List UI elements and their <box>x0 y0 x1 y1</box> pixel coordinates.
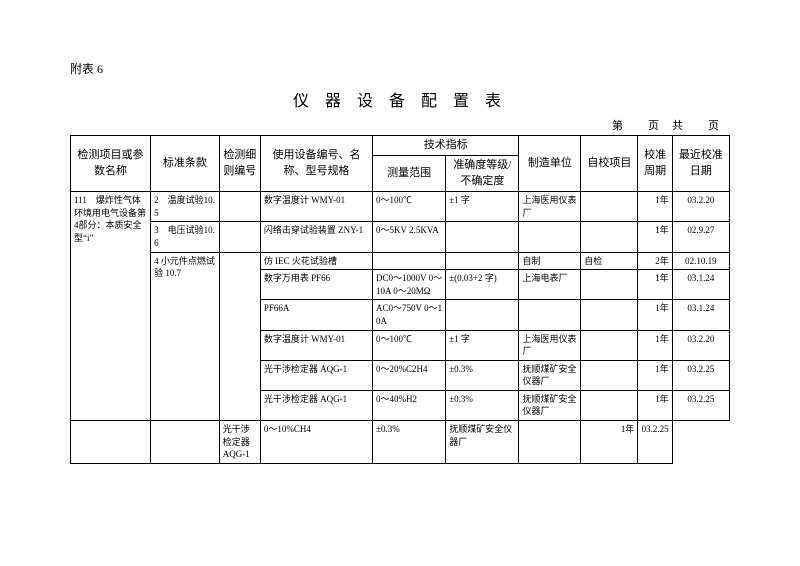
cell-equip: 仿 IEC 火花试验槽 <box>260 252 372 270</box>
cell-acc: ±1 字 <box>446 192 519 222</box>
cell-date: 03.2.20 <box>672 330 729 360</box>
cell-detail <box>219 192 260 222</box>
cell-equip: 数字万用表 PF66 <box>260 270 372 300</box>
cell-self: 自检 <box>581 252 638 270</box>
cell-mfr: 抚顺煤矿安全仪器厂 <box>519 390 581 420</box>
cell-date: 03.1.24 <box>672 300 729 330</box>
cell-date: 03.2.25 <box>638 421 672 464</box>
config-table: 检测项目或参数名称 标准条款 检测细则编号 使用设备编号、名称、型号规格 技术指… <box>70 135 730 464</box>
cell-acc: ±0.3% <box>446 360 519 390</box>
th-equip: 使用设备编号、名称、型号规格 <box>260 136 372 192</box>
th-self: 自校项目 <box>581 136 638 192</box>
cell-equip: 数字温度计 WMY-01 <box>260 192 372 222</box>
cell-date: 02.10.19 <box>672 252 729 270</box>
cell-range: 0～5KV 2.5KVA <box>373 222 446 252</box>
cell-mfr: 上海医用仪表厂 <box>519 330 581 360</box>
th-detail: 检测细则编号 <box>219 136 260 192</box>
table-row: 光干涉检定器 AQG-1 0～10%CH4 ±0.3% 抚顺煤矿安全仪器厂 1年… <box>71 421 730 464</box>
cell-period: 1年 <box>638 192 672 222</box>
cell-date: 02.9.27 <box>672 222 729 252</box>
cell-self <box>581 222 638 252</box>
cell-period: 1年 <box>638 360 672 390</box>
cell-acc <box>446 300 519 330</box>
cell-self <box>581 390 638 420</box>
th-acc: 准确度等级/不确定度 <box>446 156 519 192</box>
cell-equip: 光干涉检定器 AQG-1 <box>260 390 372 420</box>
cell-self <box>519 421 581 464</box>
cell-acc: ±(0.03+2 字) <box>446 270 519 300</box>
cell-range: DC0～1000V 0～10A 0～20MΩ <box>373 270 446 300</box>
cell-std: 3 电压试验10.6 <box>151 222 220 252</box>
th-tech: 技术指标 <box>373 136 519 156</box>
cell-period: 1年 <box>638 222 672 252</box>
cell-equip: PF66A <box>260 300 372 330</box>
cell-self <box>581 270 638 300</box>
page-number-line: 第 页 共 页 <box>70 117 730 133</box>
cell-range <box>373 252 446 270</box>
cell-acc: ±0.3% <box>373 421 446 464</box>
cell-range: 0～100℃ <box>373 330 446 360</box>
cell-period: 2年 <box>638 252 672 270</box>
th-std: 标准条款 <box>151 136 220 192</box>
cell-period: 1年 <box>638 270 672 300</box>
table-row: 4 小元件点燃试验 10.7 仿 IEC 火花试验槽 自制 自检 2年 02.1… <box>71 252 730 270</box>
cell-mfr <box>519 222 581 252</box>
cell-equip: 光干涉检定器 AQG-1 <box>219 421 260 464</box>
th-mfr: 制造单位 <box>519 136 581 192</box>
cell-self <box>581 330 638 360</box>
cell-detail <box>151 421 220 464</box>
cell-mfr: 抚顺煤矿安全仪器厂 <box>519 360 581 390</box>
header-row-1: 检测项目或参数名称 标准条款 检测细则编号 使用设备编号、名称、型号规格 技术指… <box>71 136 730 156</box>
cell-period: 1年 <box>638 390 672 420</box>
cell-date: 03.2.25 <box>672 360 729 390</box>
cell-std: 4 小元件点燃试验 10.7 <box>151 252 220 421</box>
cell-range: 0～20%C2H4 <box>373 360 446 390</box>
cell-date: 03.2.20 <box>672 192 729 222</box>
cell-period: 1年 <box>581 421 638 464</box>
page-title: 仪 器 设 备 配 置 表 <box>70 87 730 111</box>
cell-period: 1年 <box>638 300 672 330</box>
cell-self <box>581 360 638 390</box>
cell-mfr: 自制 <box>519 252 581 270</box>
th-period: 校准周期 <box>638 136 672 192</box>
cell-self <box>581 192 638 222</box>
cell-period: 1年 <box>638 330 672 360</box>
cell-detail <box>219 252 260 421</box>
table-row: 3 电压试验10.6 闪络击穿试验装置 ZNY-1 0～5KV 2.5KVA 1… <box>71 222 730 252</box>
cell-detail <box>219 222 260 252</box>
cell-range: AC0～750V 0～10A <box>373 300 446 330</box>
cell-acc <box>446 252 519 270</box>
cell-range: 0～100℃ <box>373 192 446 222</box>
cell-date: 03.2.25 <box>672 390 729 420</box>
cell-acc: ±1 字 <box>446 330 519 360</box>
cell-mfr: 上海电表厂 <box>519 270 581 300</box>
cell-std <box>71 421 151 464</box>
cell-range: 0～10%CH4 <box>260 421 372 464</box>
th-date: 最近校准日期 <box>672 136 729 192</box>
cell-mfr <box>519 300 581 330</box>
cell-date: 03.1.24 <box>672 270 729 300</box>
cell-equip: 数字温度计 WMY-01 <box>260 330 372 360</box>
th-item: 检测项目或参数名称 <box>71 136 151 192</box>
cell-range: 0～40%H2 <box>373 390 446 420</box>
appendix-label: 附表 6 <box>70 60 730 77</box>
cell-equip: 闪络击穿试验装置 ZNY-1 <box>260 222 372 252</box>
table-row: 111 爆炸性气体环境用电气设备第4部分：本质安全型“i” 2 温度试验10.5… <box>71 192 730 222</box>
cell-mfr: 抚顺煤矿安全仪器厂 <box>446 421 519 464</box>
cell-item: 111 爆炸性气体环境用电气设备第4部分：本质安全型“i” <box>71 192 151 421</box>
th-range: 测量范围 <box>373 156 446 192</box>
cell-equip: 光干涉检定器 AQG-1 <box>260 360 372 390</box>
cell-mfr: 上海医用仪表厂 <box>519 192 581 222</box>
cell-acc <box>446 222 519 252</box>
cell-std: 2 温度试验10.5 <box>151 192 220 222</box>
cell-self <box>581 300 638 330</box>
cell-acc: ±0.3% <box>446 390 519 420</box>
